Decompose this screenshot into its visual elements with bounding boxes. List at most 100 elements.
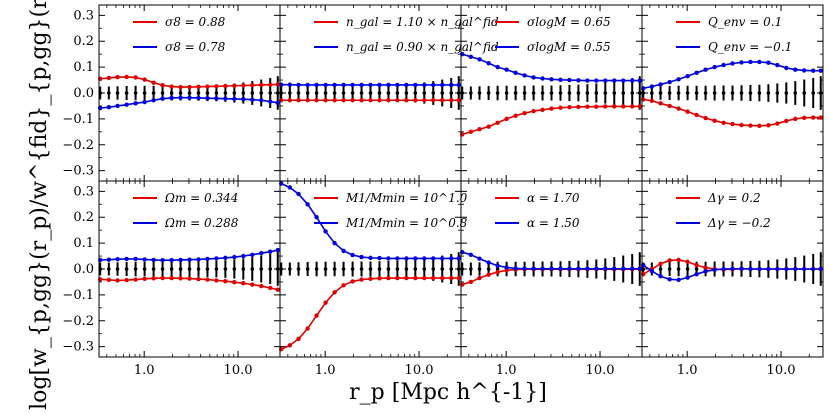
data-point-blue: [721, 266, 726, 272]
data-point-blue: [422, 256, 427, 261]
error-point: [431, 91, 436, 95]
data-point-blue: [712, 267, 717, 272]
data-point-red: [232, 280, 237, 285]
panel-M1: M1/Mmin = 10^1.0 M1/Mmin = 10^0.8: [279, 180, 468, 358]
data-point-blue: [612, 266, 617, 271]
data-point-red: [649, 98, 655, 103]
data-point-blue: [350, 82, 355, 88]
x-tick-label: 10.0: [224, 363, 253, 378]
data-point-red: [721, 120, 726, 125]
data-point-blue: [603, 78, 608, 83]
data-point-blue: [558, 77, 563, 83]
error-point: [214, 91, 219, 95]
data-point-red: [377, 98, 382, 103]
data-point-red: [811, 115, 816, 120]
error-point: [115, 91, 120, 95]
error-point: [350, 267, 355, 271]
data-point-red: [106, 277, 112, 283]
data-point-red: [775, 121, 780, 126]
series-line-red: [643, 98, 821, 127]
data-point-red: [151, 276, 156, 281]
error-point: [296, 91, 301, 95]
error-point: [368, 91, 373, 95]
error-point: [332, 91, 337, 95]
data-point-red: [323, 300, 328, 305]
data-point-blue: [323, 229, 328, 234]
data-point-blue: [205, 95, 210, 101]
data-point-blue: [241, 97, 246, 102]
data-point-blue: [585, 78, 590, 83]
data-point-red: [377, 276, 382, 281]
data-point-blue: [558, 266, 563, 271]
data-point-blue: [703, 67, 708, 72]
error-point: [694, 91, 699, 95]
panel-alpha: α = 1.70 α = 1.50: [460, 180, 643, 358]
data-point-red: [456, 98, 461, 103]
error-point: [142, 91, 147, 95]
error-point: [395, 91, 400, 95]
data-point-red: [818, 115, 823, 120]
x-tick-label: 10.0: [767, 363, 796, 378]
data-point-blue: [314, 82, 319, 88]
data-point-blue: [818, 68, 823, 73]
data-point-red: [594, 104, 599, 109]
data-point-red: [449, 275, 454, 281]
error-point: [685, 267, 690, 271]
legend-label: n_gal = 0.90 × n_gal^fid: [346, 40, 499, 54]
y-tick-label: 0.1: [73, 60, 94, 75]
error-point: [431, 267, 436, 271]
error-point: [314, 267, 319, 271]
data-point-blue: [495, 64, 500, 70]
data-point-red: [413, 275, 418, 281]
data-point-blue: [802, 266, 807, 272]
error-point: [377, 267, 382, 271]
series-line-blue: [461, 53, 640, 82]
data-point-red: [323, 98, 328, 103]
data-point-blue: [106, 105, 112, 110]
data-point-blue: [359, 254, 364, 260]
error-point: [630, 91, 635, 95]
data-point-red: [431, 98, 436, 103]
data-point-red: [431, 275, 436, 281]
error-point: [368, 267, 373, 271]
error-point: [621, 91, 626, 95]
error-point: [275, 91, 280, 95]
error-point: [757, 91, 762, 95]
data-point-blue: [730, 61, 735, 66]
error-point: [305, 91, 310, 95]
data-point-red: [287, 98, 293, 103]
data-point-red: [341, 98, 346, 103]
data-point-red: [395, 98, 400, 103]
data-point-blue: [386, 256, 391, 261]
y-tick-label: −0.3: [62, 164, 94, 179]
data-point-red: [404, 275, 409, 281]
data-point-red: [332, 98, 337, 103]
data-point-blue: [305, 82, 310, 88]
data-point-blue: [178, 95, 183, 100]
data-point-red: [350, 279, 355, 284]
data-point-blue: [766, 60, 771, 65]
data-point-red: [241, 281, 246, 286]
data-point-blue: [468, 54, 474, 59]
data-point-blue: [694, 70, 699, 76]
data-point-blue: [187, 95, 192, 100]
error-point: [486, 267, 491, 271]
data-point-red: [287, 343, 293, 348]
data-point-blue: [232, 96, 237, 102]
error-point: [748, 91, 753, 95]
error-point: [449, 267, 454, 271]
error-point: [603, 91, 608, 95]
data-point-red: [386, 98, 391, 103]
legend-label: Δγ = 0.2: [707, 191, 761, 205]
error-point: [305, 267, 310, 271]
data-point-blue: [268, 249, 273, 254]
error-point: [495, 91, 500, 95]
data-point-red: [630, 104, 635, 109]
data-point-red: [187, 84, 192, 90]
data-point-blue: [413, 82, 418, 88]
error-point: [694, 267, 699, 271]
data-point-red: [205, 84, 210, 89]
error-point: [151, 91, 156, 95]
data-point-red: [540, 107, 545, 113]
data-point-red: [250, 83, 255, 88]
